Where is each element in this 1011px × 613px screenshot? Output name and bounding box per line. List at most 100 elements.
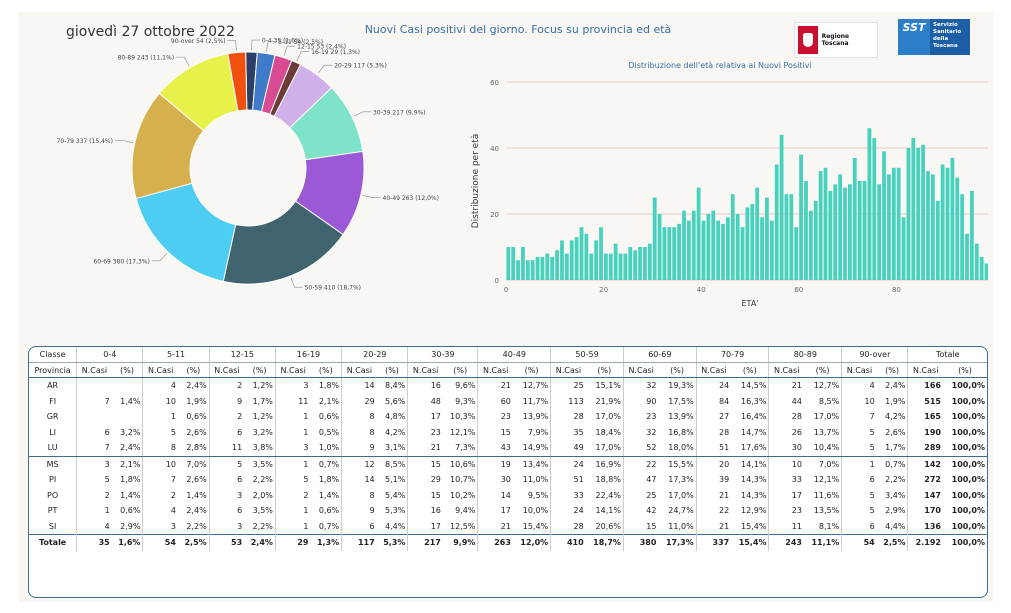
histogram-bar xyxy=(672,227,677,280)
table-total-row: Totale 35 1,6% 54 2,5% 53 2,4% 29 1,3% 117 5,3% 217… xyxy=(29,534,987,551)
ncasi-cell: 84 xyxy=(695,393,732,409)
histogram-bar xyxy=(555,250,559,280)
histogram-bar xyxy=(604,253,608,280)
header-provincia: Provincia xyxy=(29,362,77,378)
pct-cell: 4,4% xyxy=(385,521,406,531)
histogram-bar xyxy=(755,187,760,280)
ncasi-cell: 5 xyxy=(142,424,178,440)
ncasi-cell: 2 xyxy=(274,487,311,503)
pct-cell: 14,1% xyxy=(595,506,621,516)
ncasi-cell: 6 xyxy=(841,518,877,535)
histogram-bar xyxy=(804,181,808,280)
histogram-bar xyxy=(769,220,774,280)
province-cell: PT xyxy=(47,506,58,516)
ncasi-cell: 1 xyxy=(841,456,877,472)
histogram-bar xyxy=(833,184,838,280)
header-ncasi: N.Casi xyxy=(407,362,443,378)
pct-cell: 3,5% xyxy=(252,506,273,516)
province-cell: FI xyxy=(49,396,57,406)
pct-cell: 14,1% xyxy=(741,459,767,469)
ncasi-cell: 20 xyxy=(695,456,732,472)
pct-cell: 9,5% xyxy=(527,490,549,500)
total-pct-cell: 100,0% xyxy=(942,440,987,457)
regione-toscana-logo: Regione Toscana xyxy=(794,22,878,58)
ncasi-cell: 410 xyxy=(550,534,586,551)
table-row: LI 6 3,2% 5 2,6% 6 3,2% 1 0,5% 8 4,2% 23 12,1% 15 7,9%… xyxy=(29,424,987,440)
histogram-bar xyxy=(594,240,599,280)
pct-cell: 2,6% xyxy=(186,427,207,437)
pct-cell: 2,2% xyxy=(252,475,273,485)
pct-cell: 11,6% xyxy=(813,490,840,500)
histogram-bar xyxy=(935,200,940,280)
pie-label-20-29: 20-29 117 (5,3%) xyxy=(334,63,387,70)
header-pct: (%) xyxy=(512,362,551,378)
pct-cell: 1,7% xyxy=(876,440,908,457)
ncasi-cell: 15 xyxy=(477,424,513,440)
histogram-bar xyxy=(808,210,813,280)
pct-cell: 2,2% xyxy=(885,475,906,485)
pct-cell: 4,8% xyxy=(385,412,406,422)
pct-cell: 13,9% xyxy=(668,412,694,422)
pct-cell: 8,1% xyxy=(818,521,840,531)
table-row: LU 7 2,4% 8 2,8% 11 3,8% 3 1,0% 9 3,1% 21 7,3% 43 14,9… xyxy=(29,440,987,457)
pct-cell: 14,3% xyxy=(741,475,767,485)
header-pct-totale: (%) xyxy=(942,362,987,378)
histogram-bar xyxy=(643,247,647,280)
histogram-bar xyxy=(930,174,935,280)
histogram-bar xyxy=(921,144,925,280)
pct-cell: 2,4% xyxy=(186,381,207,391)
ncasi-cell: 6 xyxy=(841,472,877,488)
ncasi-cell: 60 xyxy=(477,393,513,409)
ncasi-cell: 10 xyxy=(841,393,877,409)
pie-slice-90-over xyxy=(227,51,248,112)
histogram-bar xyxy=(838,174,843,280)
ncasi-cell: 5 xyxy=(841,487,877,503)
total-cases-cell: 289 xyxy=(907,440,943,457)
histogram-bar xyxy=(706,214,711,280)
total-pct-cell: 100,0% xyxy=(951,396,985,406)
ncasi-cell: 1 xyxy=(274,409,311,425)
ncasi-cell: 33 xyxy=(768,472,804,488)
pct-cell xyxy=(112,378,143,394)
pct-cell: 2,5% xyxy=(876,534,908,551)
pie-leader-30-39 xyxy=(353,111,372,117)
pct-cell: 7,0% xyxy=(186,459,207,469)
pie-label-0-4: 0-4 35 (1,6%) xyxy=(262,38,303,45)
pct-cell: 14,7% xyxy=(741,427,767,437)
histogram-bar xyxy=(765,197,769,280)
histogram-bar xyxy=(828,190,833,280)
pct-cell: 12,0% xyxy=(512,534,551,551)
histogram-bar xyxy=(794,227,799,280)
y-tick-60: 60 xyxy=(490,79,499,87)
histogram-bar xyxy=(735,214,740,280)
pie-label-12-15: 12-15 53 (2,4%) xyxy=(297,44,346,51)
pct-cell: 13,5% xyxy=(813,506,840,516)
header-pct: (%) xyxy=(876,362,908,378)
pct-cell: 5,1% xyxy=(385,475,406,485)
ncasi-cell: 217 xyxy=(407,534,443,551)
total-pct-cell: 100,0% xyxy=(951,412,985,422)
header-group-20-29: 20-29 xyxy=(341,347,408,363)
ncasi-cell: 28 xyxy=(695,424,732,440)
page-title: Nuovi Casi positivi del giorno. Focus su… xyxy=(364,23,672,36)
ncasi-cell: 21 xyxy=(477,518,513,535)
total-pct-cell: 100,0% xyxy=(951,381,985,391)
pct-cell: 9,3% xyxy=(455,396,476,406)
header-ncasi: N.Casi xyxy=(695,362,732,378)
histogram-bar xyxy=(730,194,735,280)
pie-label-80-89: 80-89 243 (11,1%) xyxy=(118,55,174,62)
pie-label-16-19: 16-19 29 (1,3%) xyxy=(311,49,360,56)
ncasi-cell: 23 xyxy=(768,503,804,519)
pct-cell: 0,6% xyxy=(186,412,207,422)
histogram-bar xyxy=(608,253,613,280)
ncasi-cell: 43 xyxy=(477,440,513,457)
pie-leader-12-15 xyxy=(283,45,296,56)
pct-cell: 4,2% xyxy=(385,427,406,437)
ncasi-cell: 4 xyxy=(142,377,178,394)
ncasi-cell: 21 xyxy=(407,440,443,457)
pct-cell: 18,4% xyxy=(595,427,621,437)
pct-cell: 13,9% xyxy=(522,412,549,422)
pct-cell: 2,5% xyxy=(177,534,210,551)
header-ncasi-totale: N.Casi xyxy=(907,362,943,378)
histogram-bar xyxy=(891,167,896,280)
